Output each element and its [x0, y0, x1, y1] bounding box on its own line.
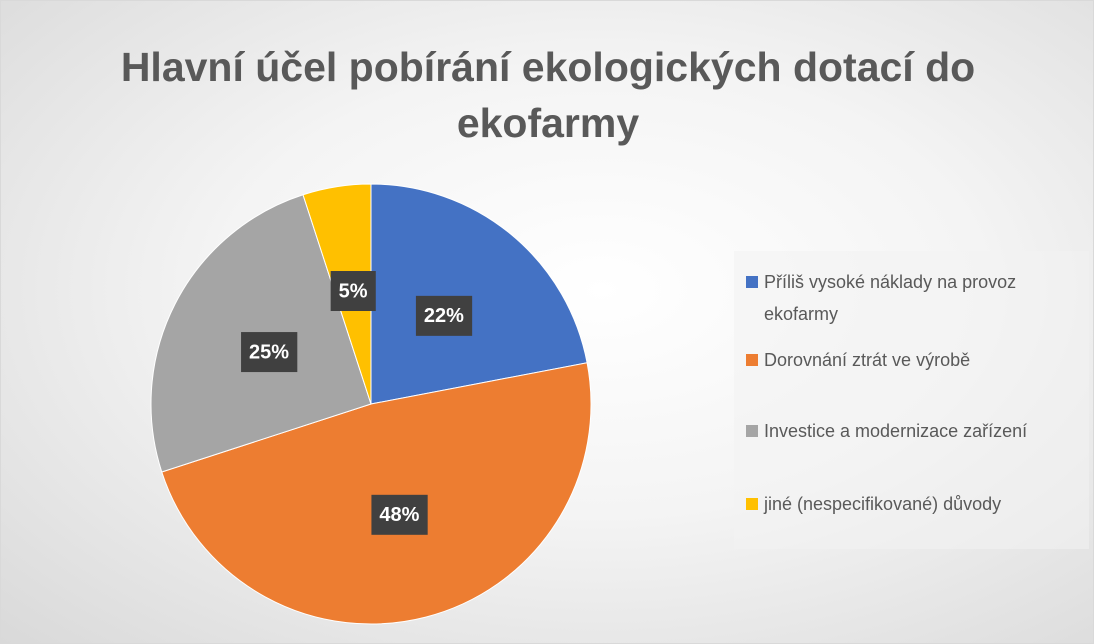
legend-swatch: [746, 425, 758, 437]
legend-item: Příliš vysoké náklady na provoz ekofarmy: [746, 266, 1084, 330]
legend-label: Příliš vysoké náklady na provoz ekofarmy: [764, 272, 1017, 324]
data-label-box: [241, 332, 298, 373]
legend-label: Investice a modernizace zařízení: [764, 421, 1028, 441]
data-label-text: 48%: [379, 504, 419, 526]
data-label: 22%: [415, 295, 473, 336]
data-label-box: [371, 494, 428, 535]
data-label: 48%: [371, 494, 428, 535]
data-label: 5%: [330, 271, 376, 312]
data-label-text: 22%: [424, 305, 464, 327]
legend-item: Investice a modernizace zařízení: [746, 415, 1084, 447]
data-label-text: 5%: [339, 280, 368, 302]
legend-item: jiné (nespecifikované) důvody: [746, 488, 1084, 520]
legend-swatch: [746, 354, 758, 366]
pie-slice: [161, 362, 592, 625]
data-label-box: [330, 271, 376, 312]
legend-swatch: [746, 498, 758, 510]
legend-swatch: [746, 276, 758, 288]
data-label-box: [415, 295, 473, 336]
legend: Příliš vysoké náklady na provoz ekofarmy…: [734, 251, 1089, 549]
data-label-text: 25%: [249, 341, 289, 363]
legend-item: Dorovnání ztrát ve výrobě: [746, 344, 1084, 376]
legend-label: Dorovnání ztrát ve výrobě: [764, 350, 971, 370]
legend-label: jiné (nespecifikované) důvody: [764, 494, 1002, 514]
pie-slice: [370, 183, 588, 405]
data-label: 25%: [241, 332, 298, 373]
chart-title: Hlavní účel pobírání ekologických dotací…: [120, 44, 976, 146]
